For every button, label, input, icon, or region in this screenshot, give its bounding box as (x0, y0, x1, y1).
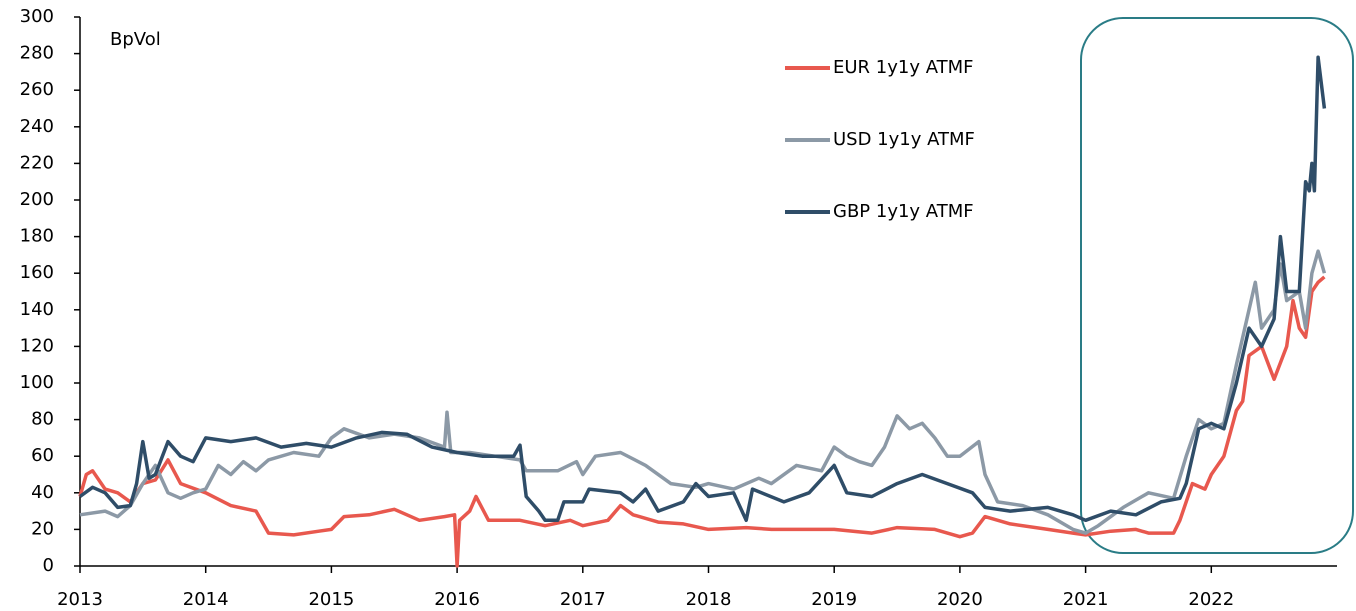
y-tick-label: 240 (20, 116, 54, 137)
y-tick-label: 260 (20, 79, 54, 100)
y-tick-label: 300 (20, 6, 54, 27)
y-tick-label: 160 (20, 262, 54, 283)
legend-label: EUR 1y1y ATMF (833, 57, 974, 78)
y-tick-label: 80 (31, 409, 54, 430)
y-tick-label: 280 (20, 43, 54, 64)
y-tick-label: 140 (20, 299, 54, 320)
y-tick-label: 120 (20, 335, 54, 356)
series-line (78, 275, 1326, 568)
x-tick-label: 2013 (57, 589, 103, 610)
y-tick-label: 100 (20, 372, 54, 393)
x-tick-label: 2017 (560, 589, 606, 610)
x-tick-label: 2014 (183, 589, 229, 610)
x-tick-label: 2019 (811, 589, 857, 610)
x-tick-label: 2015 (308, 589, 354, 610)
y-tick-label: 220 (20, 152, 54, 173)
series-line (78, 55, 1327, 523)
x-tick-label: 2021 (1063, 589, 1109, 610)
y-tick-label: 20 (31, 518, 54, 539)
y-tick-label: 200 (20, 189, 54, 210)
x-tick-label: 2022 (1188, 589, 1234, 610)
y-tick-label: 180 (20, 226, 54, 247)
y-tick-label: 60 (31, 445, 54, 466)
x-tick-label: 2016 (434, 589, 480, 610)
legend-label: GBP 1y1y ATMF (833, 201, 974, 222)
y-axis-label: BpVol (110, 29, 161, 50)
x-tick-label: 2018 (686, 589, 732, 610)
y-tick-label: 0 (43, 555, 54, 576)
y-tick-label: 40 (31, 482, 54, 503)
highlight-box (1080, 17, 1354, 554)
x-tick-label: 2020 (937, 589, 983, 610)
legend-label: USD 1y1y ATMF (833, 129, 975, 150)
